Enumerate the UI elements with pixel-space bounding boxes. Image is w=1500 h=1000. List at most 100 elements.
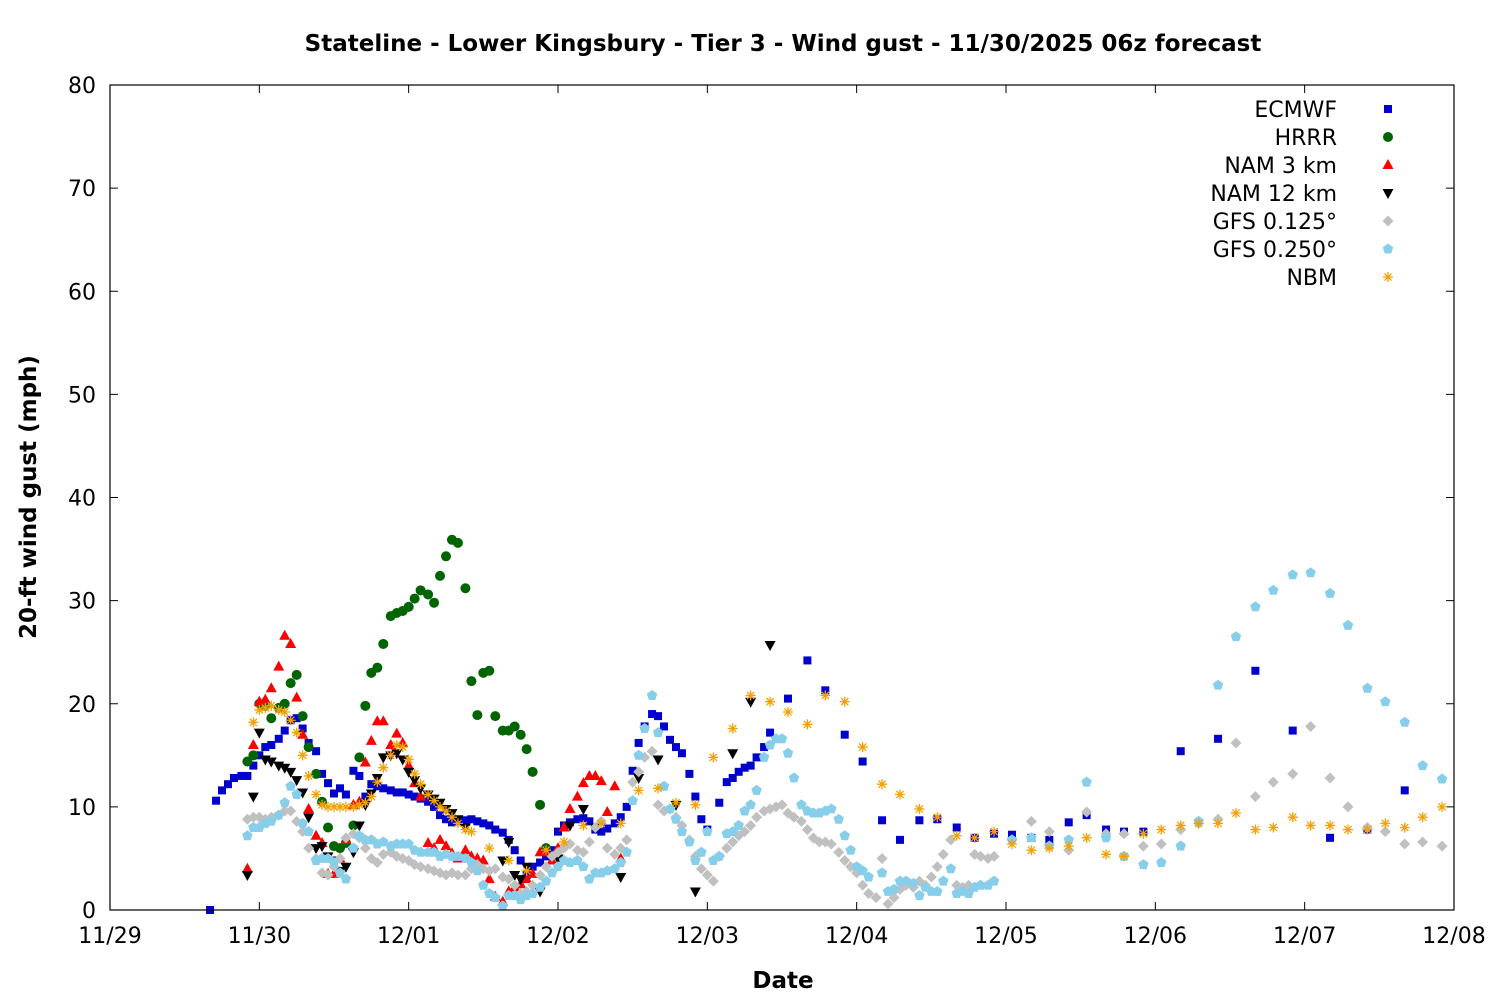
data-point [340, 832, 352, 844]
data-point [1137, 840, 1149, 852]
data-point [354, 799, 365, 810]
data-point [483, 873, 495, 884]
data-point [285, 637, 297, 648]
data-point [241, 870, 253, 881]
data-point [503, 837, 515, 848]
data-point [938, 875, 949, 886]
data-point [1081, 806, 1093, 818]
data-point [385, 750, 396, 761]
data-point [751, 811, 763, 823]
data-point [1176, 747, 1185, 756]
data-point [446, 812, 457, 823]
data-point [285, 715, 296, 726]
x-tick-label: 12/02 [526, 924, 589, 949]
data-point [610, 819, 619, 828]
data-point [876, 867, 888, 878]
data-point [727, 723, 738, 734]
data-point [888, 883, 900, 894]
data-point [714, 850, 725, 861]
data-point [535, 799, 546, 810]
data-point [360, 700, 371, 711]
data-point [577, 804, 589, 815]
data-point [1155, 838, 1167, 850]
data-point [721, 842, 733, 854]
data-point [360, 797, 371, 808]
data-points [206, 534, 1448, 914]
data-point [403, 754, 414, 765]
data-point [1006, 839, 1017, 849]
data-point [1417, 760, 1428, 771]
data-point [404, 790, 413, 799]
data-point [466, 857, 477, 868]
data-point [316, 842, 328, 853]
data-point [653, 783, 664, 794]
data-point [795, 815, 807, 827]
data-point [564, 821, 576, 832]
data-point [652, 799, 664, 811]
data-point [615, 857, 626, 868]
data-point [424, 797, 433, 806]
data-point [340, 862, 352, 873]
data-point [752, 753, 761, 762]
data-point [285, 678, 296, 689]
data-point [261, 743, 270, 752]
data-point [1249, 791, 1261, 803]
data-point [285, 805, 297, 817]
data-point [670, 813, 682, 824]
data-point [1288, 726, 1297, 735]
data-point [391, 727, 403, 738]
data-point [386, 786, 395, 795]
data-point [1342, 801, 1354, 813]
data-point [379, 784, 388, 793]
data-point [536, 858, 545, 867]
data-point [354, 752, 365, 763]
data-point [813, 836, 825, 848]
data-point [367, 780, 376, 789]
y-axis-label: 20-ft wind gust (mph) [16, 355, 42, 639]
data-point [409, 776, 421, 787]
data-point [633, 749, 644, 760]
data-point [434, 833, 446, 844]
data-point [583, 836, 595, 848]
data-point [441, 551, 451, 562]
data-point [1044, 843, 1055, 854]
data-point [1399, 716, 1410, 727]
data-point [863, 871, 874, 882]
data-point [273, 660, 285, 671]
data-point [858, 757, 867, 766]
data-point [1326, 833, 1335, 842]
data-point [318, 769, 327, 778]
legend-label: ECMWF [1254, 98, 1337, 123]
data-point [515, 729, 526, 740]
data-point [1268, 584, 1279, 595]
data-point [353, 821, 365, 832]
data-point [1025, 815, 1037, 827]
data-point [477, 854, 489, 865]
data-point [403, 838, 414, 849]
data-point [459, 869, 471, 881]
data-point [303, 770, 314, 781]
data-point [1063, 834, 1074, 845]
data-point [1267, 776, 1279, 788]
data-point [303, 813, 315, 824]
data-point [701, 869, 713, 881]
data-point [310, 844, 322, 855]
data-point [758, 751, 770, 762]
data-point [490, 711, 501, 722]
data-point [410, 792, 419, 801]
data-point [932, 812, 943, 823]
data-point [378, 638, 389, 649]
data-point [564, 802, 576, 813]
data-point [634, 738, 643, 747]
data-point [266, 700, 277, 711]
data-point [266, 815, 277, 826]
data-point [372, 777, 383, 788]
data-point [247, 739, 259, 749]
x-tick-label: 12/08 [1422, 924, 1485, 949]
data-point [442, 815, 450, 824]
data-point [915, 816, 924, 825]
data-point [764, 640, 776, 651]
data-point [527, 879, 539, 891]
data-point [776, 799, 788, 811]
data-point [273, 809, 284, 820]
